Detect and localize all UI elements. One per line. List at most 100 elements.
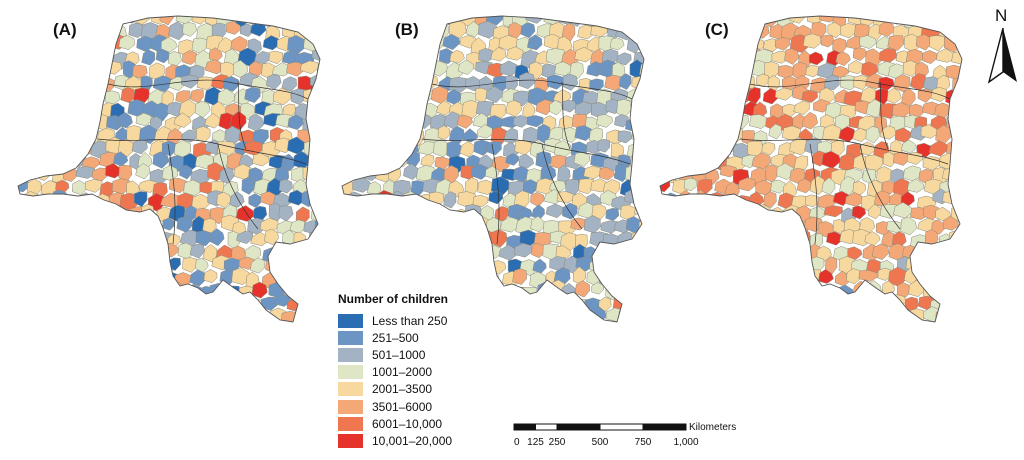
health-zone — [960, 140, 962, 159]
health-zone — [669, 257, 685, 276]
health-zone — [755, 254, 771, 270]
legend-swatch — [338, 416, 363, 431]
health-zone — [315, 245, 320, 259]
health-zone — [660, 89, 666, 107]
legend-item: 10,001–20,000 — [338, 432, 518, 449]
health-zone — [583, 215, 601, 234]
health-zone — [18, 129, 35, 147]
health-zone — [722, 116, 737, 133]
health-zone — [599, 244, 616, 260]
health-zone — [749, 297, 764, 313]
health-zone — [97, 311, 118, 322]
health-zone — [698, 49, 715, 65]
health-zone — [434, 207, 452, 224]
health-zone — [612, 16, 629, 28]
health-zone — [120, 242, 141, 259]
health-zone — [38, 194, 54, 210]
health-zone — [844, 295, 863, 310]
health-zone — [967, 180, 980, 198]
map-panel-c — [659, 15, 982, 343]
health-zone — [342, 243, 349, 263]
scale-segment — [513, 423, 536, 431]
health-zone — [216, 297, 232, 316]
health-zone — [109, 306, 127, 322]
health-zone — [490, 47, 507, 62]
health-zone — [784, 310, 799, 322]
health-zone — [764, 326, 780, 343]
health-zone — [342, 47, 355, 64]
health-zone — [62, 321, 79, 322]
health-zone — [366, 51, 380, 68]
north-arrow-icon — [987, 27, 1017, 84]
health-zone — [941, 16, 959, 24]
health-zone — [280, 311, 300, 322]
health-zone — [352, 229, 370, 245]
health-zone — [966, 205, 982, 219]
health-zone — [449, 49, 465, 64]
health-zone — [852, 47, 867, 61]
panel-label-b: (B) — [395, 20, 419, 39]
health-zone — [358, 139, 375, 157]
health-zone — [422, 50, 437, 69]
health-zone — [86, 233, 103, 247]
health-zone — [360, 35, 376, 53]
health-zone — [357, 63, 377, 79]
health-zone — [392, 127, 413, 143]
health-zone — [700, 128, 719, 147]
health-zone — [63, 194, 78, 210]
health-zone — [660, 220, 667, 237]
health-zone — [452, 256, 469, 274]
health-zone — [527, 34, 543, 51]
health-zone — [84, 50, 102, 66]
health-zone — [616, 52, 632, 66]
health-zone — [761, 246, 780, 262]
health-zone — [100, 24, 119, 41]
health-zone — [543, 296, 561, 313]
health-zone — [56, 127, 70, 145]
health-zone — [929, 35, 946, 52]
health-zone — [801, 90, 818, 103]
health-zone — [722, 89, 736, 106]
health-zone — [18, 117, 25, 131]
health-zone — [793, 101, 810, 115]
health-zone — [768, 123, 782, 140]
health-zone — [40, 309, 56, 322]
health-zone — [295, 206, 310, 224]
health-zone — [726, 204, 744, 223]
health-zone — [230, 35, 248, 53]
health-zone — [641, 272, 644, 287]
health-zone — [660, 296, 670, 314]
health-zone — [366, 25, 387, 42]
health-zone — [615, 24, 636, 41]
health-zone — [289, 269, 305, 284]
health-zone — [733, 243, 750, 259]
health-zone — [679, 38, 694, 56]
province-boundary — [97, 138, 307, 165]
health-zone — [347, 37, 365, 51]
health-zone — [964, 52, 981, 64]
health-zone — [959, 60, 962, 77]
health-zone — [19, 295, 39, 314]
health-zone — [173, 139, 192, 158]
health-zone — [344, 16, 359, 27]
health-zone — [568, 320, 586, 322]
health-zone — [367, 255, 382, 272]
health-zone — [355, 47, 371, 67]
health-zone — [23, 113, 39, 128]
health-zone — [546, 74, 565, 90]
health-zone — [381, 127, 396, 145]
health-zone — [445, 61, 463, 81]
health-zone — [540, 164, 557, 183]
health-zone — [311, 48, 320, 62]
health-zone — [98, 76, 116, 92]
health-zone — [894, 310, 911, 322]
health-zone — [92, 61, 107, 79]
health-zone — [373, 269, 389, 286]
health-zone — [100, 230, 117, 249]
health-zone — [708, 297, 724, 312]
health-zone — [424, 255, 441, 274]
health-zone — [714, 257, 730, 274]
health-zone — [645, 178, 661, 192]
health-zone — [790, 270, 808, 289]
health-zone — [747, 38, 765, 52]
